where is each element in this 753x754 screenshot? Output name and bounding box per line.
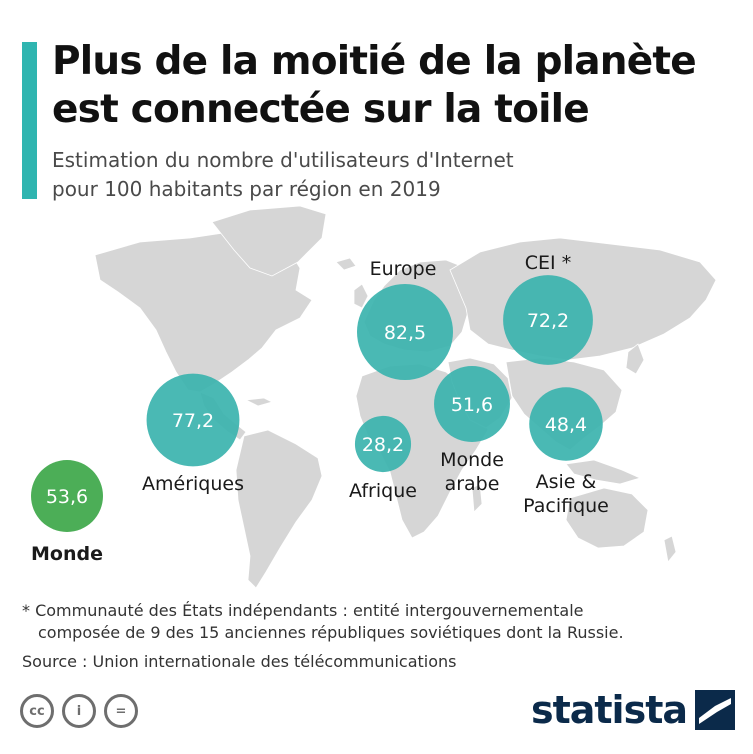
- value-label-afrique: 28,2: [362, 434, 404, 456]
- bubble-afrique: [354, 415, 412, 473]
- bubble-ameriques: [146, 373, 240, 467]
- region-label-ameriques: Amériques: [142, 473, 244, 495]
- bubble-cei: [503, 275, 593, 365]
- value-label-europe: 82,5: [384, 322, 426, 344]
- brand[interactable]: statista: [531, 690, 735, 730]
- region-label-cei: CEI *: [525, 252, 571, 274]
- value-label-ameriques: 77,2: [172, 410, 214, 432]
- region-label-monde: Monde: [31, 543, 103, 565]
- value-label-cei: 72,2: [527, 310, 569, 332]
- value-label-monde: 53,6: [46, 486, 88, 508]
- subtitle-line-1: Estimation du nombre d'utilisateurs d'In…: [52, 148, 514, 172]
- title-line-2: est connectée sur la toile: [52, 87, 590, 132]
- nd-icon[interactable]: =: [104, 694, 138, 728]
- region-label-europe: Europe: [370, 258, 437, 280]
- bubble-asie-pacifique: [529, 387, 603, 461]
- footnote: * Communauté des États indépendants : en…: [22, 600, 742, 644]
- subtitle-line-2: pour 100 habitants par région en 2019: [52, 177, 441, 201]
- page-subtitle: Estimation du nombre d'utilisateurs d'In…: [52, 146, 742, 204]
- region-label-monde-arabe: Monde arabe: [440, 449, 504, 495]
- license-icons: cc i =: [20, 694, 138, 728]
- footnote-line-1: * Communauté des États indépendants : en…: [22, 601, 584, 620]
- region-label-asie-pacifique: Asie & Pacifique: [523, 471, 609, 517]
- bubble-layer: 82,5 Europe 72,2 CEI * 77,2 Amériques 28,2 Afri…: [31, 252, 609, 565]
- page-title: Plus de la moitié de la planète est conn…: [52, 38, 742, 134]
- footnote-line-2: composée de 9 des 15 anciennes républiqu…: [38, 623, 624, 642]
- world-map-chart: 82,5 Europe 72,2 CEI * 77,2 Amériques 28,2 Afri…: [31, 205, 717, 589]
- brand-logo-text: statista: [530, 688, 688, 732]
- title-line-1: Plus de la moitié de la planète: [52, 39, 697, 84]
- value-label-asie-pacifique: 48,4: [545, 414, 587, 436]
- value-label-monde-arabe: 51,6: [451, 394, 493, 416]
- cc-icon[interactable]: cc: [20, 694, 54, 728]
- bubble-monde-arabe: [434, 366, 510, 442]
- region-label-afrique: Afrique: [349, 480, 417, 502]
- title-accent-bar: [22, 42, 37, 199]
- bubble-monde: [31, 460, 103, 532]
- source-note: Source : Union internationale des téléco…: [22, 652, 457, 671]
- bubble-europe: [357, 284, 453, 380]
- by-icon[interactable]: i: [62, 694, 96, 728]
- statista-logo-icon: [695, 690, 735, 730]
